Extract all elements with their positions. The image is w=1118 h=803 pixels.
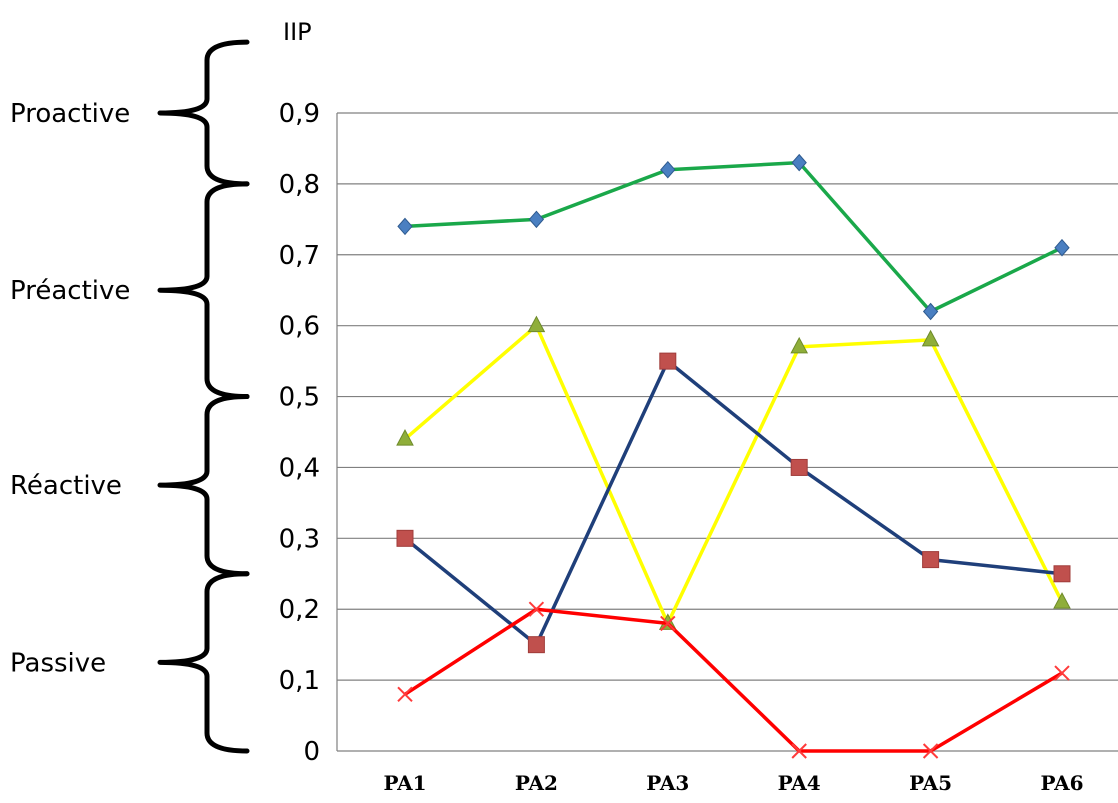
y-axis-label: IIP (283, 18, 312, 46)
data-point (790, 336, 809, 354)
x-tick-label: PA3 (646, 771, 689, 795)
band-label: Proactive (10, 99, 130, 129)
data-point (921, 329, 940, 347)
x-tick-labels: PA1 PA2 PA3 PA4 PA5 PA6 (383, 771, 1083, 795)
data-point (790, 458, 808, 476)
data-point (397, 217, 413, 236)
y-tick-label: 0,1 (279, 666, 320, 696)
data-point (660, 160, 676, 179)
series-line (404, 607, 1063, 753)
band-brace (157, 39, 250, 187)
series-2 (396, 315, 1071, 630)
series-layer (396, 153, 1071, 759)
x-tick-label: PA4 (778, 771, 821, 795)
data-point (528, 601, 545, 617)
data-point (397, 686, 413, 702)
band-label: Réactive (10, 471, 122, 501)
series-3 (396, 352, 1071, 654)
band-label: Préactive (10, 276, 130, 306)
data-point (660, 615, 676, 632)
data-point (527, 636, 545, 654)
series-1 (397, 153, 1070, 321)
band-brace (157, 571, 250, 754)
x-tick-label: PA6 (1040, 771, 1083, 795)
y-tick-label: 0,7 (279, 241, 320, 271)
grid-layer (336, 112, 1118, 752)
band-brace (157, 394, 250, 577)
data-point (791, 153, 807, 172)
series-line (403, 359, 1063, 647)
x-tick-label: PA1 (383, 771, 426, 795)
y-tick-label: 0,3 (279, 524, 320, 554)
data-point (396, 429, 414, 446)
band-label: Passive (10, 648, 106, 678)
y-tick-label: 0,2 (279, 595, 320, 625)
x-tick-label: PA2 (515, 771, 558, 795)
band-braces: Proactive Préactive Réactive Passive (10, 39, 250, 754)
data-point (922, 743, 939, 759)
data-point (791, 743, 807, 759)
data-point (922, 551, 940, 569)
y-tick-labels: 0 0,1 0,2 0,3 0,4 0,5 0,6 0,7 0,8 0,9 (279, 99, 320, 767)
y-tick-label: 0 (303, 737, 320, 767)
y-tick-label: 0,5 (279, 383, 320, 413)
y-tick-label: 0,4 (279, 453, 320, 483)
series-4 (397, 601, 1070, 759)
series-line (404, 160, 1063, 314)
data-point (922, 302, 939, 321)
data-point (659, 352, 677, 370)
y-tick-label: 0,6 (279, 312, 320, 342)
x-tick-label: PA5 (909, 771, 952, 795)
band-brace (157, 181, 250, 400)
data-point (1053, 592, 1071, 609)
data-point (527, 315, 546, 333)
series-line (403, 323, 1064, 626)
data-point (1053, 565, 1071, 583)
data-point (1054, 238, 1070, 257)
data-point (396, 529, 414, 547)
data-point (1054, 665, 1070, 681)
y-tick-label: 0,8 (279, 170, 320, 200)
data-point (528, 210, 545, 229)
y-tick-label: 0,9 (279, 99, 320, 129)
